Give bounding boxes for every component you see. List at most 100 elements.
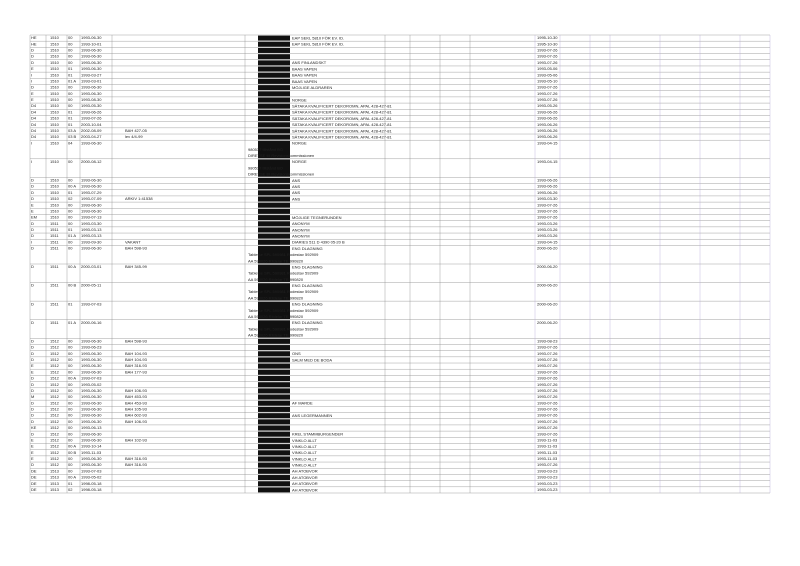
cell-text: 1993-07-26 bbox=[537, 425, 558, 430]
redaction bbox=[258, 413, 290, 419]
cell-text: AF MARDE bbox=[292, 401, 313, 406]
cell-text: 1993-07-26 bbox=[537, 431, 558, 436]
cell-text: 1993-06-26 bbox=[537, 122, 558, 127]
cell-text: 1993-06-13 bbox=[81, 425, 102, 430]
cell-text: 1510 bbox=[50, 128, 60, 133]
cell-text: 1511 bbox=[50, 283, 59, 288]
redaction bbox=[258, 376, 290, 381]
cell-text: 1993-03-30 bbox=[81, 221, 102, 226]
cell-text: 1993-06-26 bbox=[537, 190, 558, 195]
cell-text: 1510 bbox=[50, 66, 60, 71]
cell-text: BAH 427-05 bbox=[125, 128, 148, 133]
cell-text: ENG DLAGNING bbox=[292, 302, 323, 307]
cell-text: 1512 bbox=[50, 462, 60, 467]
cell-text: 1993-07-09 bbox=[81, 196, 102, 201]
cell-text: ANONYM bbox=[292, 234, 310, 239]
cell-text: 1511 bbox=[50, 221, 59, 226]
cell-text: SÄTAKA KVALIFICERT DEKOROMN, APAL 428-42… bbox=[292, 104, 393, 109]
cell-text: 1993-06-30 bbox=[81, 388, 102, 393]
cell-text: 1510 bbox=[50, 109, 60, 114]
redaction bbox=[258, 41, 290, 47]
redaction bbox=[258, 208, 290, 214]
cell-text: 1512 bbox=[50, 419, 60, 424]
cell-text: ANONYM bbox=[292, 227, 310, 232]
cell-text: 00 bbox=[68, 239, 73, 244]
cell-text: 1993-06-30 bbox=[81, 202, 102, 207]
cell-text: 01 bbox=[68, 227, 73, 232]
cell-text: M bbox=[31, 394, 34, 399]
cell-text: 1993-03-23 bbox=[537, 487, 558, 492]
cell-text: 1993-06-26 bbox=[537, 134, 558, 139]
cell-text: 1993-04-15 bbox=[537, 239, 558, 244]
cell-text: 1993-04-15 bbox=[537, 140, 558, 145]
cell-text: E bbox=[31, 444, 34, 449]
redaction bbox=[258, 487, 290, 493]
cell-text: 2003-10-04 bbox=[81, 122, 102, 127]
cell-text: D4 bbox=[31, 134, 37, 139]
cell-text: 1510 bbox=[50, 91, 60, 96]
cell-text: 1512 bbox=[50, 351, 60, 356]
cell-text: 1993-06-30 bbox=[81, 431, 102, 436]
cell-text: E bbox=[31, 437, 34, 442]
cell-text: AH ATOBVOR bbox=[292, 487, 318, 492]
cell-text: 00 bbox=[68, 462, 73, 467]
cell-text: 1993-06-23 bbox=[81, 345, 102, 350]
cell-text: 00 bbox=[68, 382, 73, 387]
cell-text: 1993-06-30 bbox=[81, 66, 102, 71]
cell-text: 1993-03-26 bbox=[537, 221, 558, 226]
cell-text: 1993-11-03 bbox=[537, 450, 558, 455]
cell-text: 1993-09-30 bbox=[81, 239, 102, 244]
cell-text: lev 4/4-99 bbox=[125, 134, 143, 139]
cell-text: 00 A bbox=[68, 444, 76, 449]
redaction bbox=[258, 103, 290, 109]
cell-text: BAH 316-93 bbox=[125, 456, 148, 461]
cell-text: 1510 bbox=[50, 60, 60, 65]
cell-text: 1510 bbox=[50, 41, 60, 46]
cell-text: 1993-07-26 bbox=[537, 345, 558, 350]
cell-text: 1993-07-29 bbox=[81, 190, 102, 195]
cell-text: D bbox=[31, 283, 34, 288]
redaction bbox=[258, 140, 290, 159]
cell-text: 1993-06-30 bbox=[81, 184, 102, 189]
cell-text: 1513 bbox=[50, 487, 60, 492]
cell-text: 00 bbox=[68, 456, 73, 461]
redaction bbox=[258, 431, 290, 437]
cell-text: D bbox=[31, 338, 34, 343]
cell-text: D bbox=[31, 196, 34, 201]
cell-text: 1512 bbox=[50, 456, 60, 461]
cell-text: 00 bbox=[68, 357, 73, 362]
cell-text: BAAS VAPEN bbox=[292, 66, 317, 71]
cell-text: 00 bbox=[68, 431, 73, 436]
cell-text: BAH 316-93 bbox=[125, 462, 148, 467]
cell-text: 1993-07-03 bbox=[81, 301, 102, 306]
cell-text: 00 B bbox=[68, 283, 77, 288]
cell-text: 1993-06-26 bbox=[537, 109, 558, 114]
cell-text: 980537 tillstånd BO bbox=[248, 165, 283, 170]
cell-text: D bbox=[31, 345, 34, 350]
cell-text: 1511 bbox=[50, 227, 59, 232]
cell-text: 1993-03-30 bbox=[537, 196, 558, 201]
cell-text: 1510 bbox=[50, 134, 60, 139]
cell-text: 1993-06-30 bbox=[81, 394, 102, 399]
cell-text: VINKLO ALLT bbox=[292, 456, 317, 461]
cell-text: SÄTAKA KVALIFICERT DEKOROMN, APAL 428-42… bbox=[292, 122, 393, 127]
cell-text: 01 A bbox=[68, 233, 76, 238]
cell-text: 1993-06-26 bbox=[537, 116, 558, 121]
cell-text: I bbox=[31, 140, 32, 145]
cell-text: BAH 106-93 bbox=[125, 419, 148, 424]
cell-text: BAAS VAPEN bbox=[292, 79, 317, 84]
redaction bbox=[258, 481, 290, 487]
cell-text: 1993-07-26 bbox=[537, 48, 558, 53]
cell-text: 1993-06-30 bbox=[81, 91, 102, 96]
cell-text: I bbox=[31, 78, 32, 83]
cell-text: 00 bbox=[68, 345, 73, 350]
redaction bbox=[258, 338, 290, 344]
cell-text: VINKLO ALLT bbox=[292, 444, 317, 449]
cell-text: 1510 bbox=[50, 196, 60, 201]
cell-text: AH ATOBVOR bbox=[292, 481, 318, 486]
cell-text: 00 A bbox=[68, 264, 76, 269]
cell-text: 1993-06-26 bbox=[537, 178, 558, 183]
redaction bbox=[258, 351, 290, 357]
cell-text: 1510 bbox=[50, 97, 60, 102]
cell-text: E bbox=[31, 97, 34, 102]
